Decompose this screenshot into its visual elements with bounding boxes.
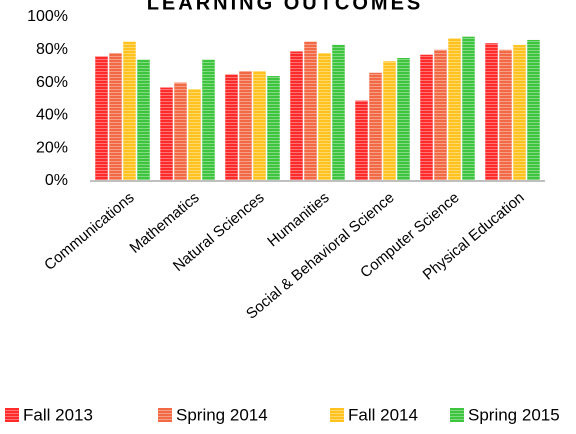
y-tick-label: 0% — [45, 172, 68, 189]
bar — [434, 49, 447, 181]
bar — [267, 76, 280, 181]
legend-label: Spring 2015 — [468, 405, 560, 424]
bar — [513, 44, 526, 181]
legend-label: Spring 2014 — [176, 405, 268, 424]
bar — [318, 53, 331, 181]
bar — [174, 82, 187, 181]
legend-label: Fall 2013 — [23, 405, 93, 424]
bar — [109, 53, 122, 181]
bar — [95, 56, 108, 181]
legend-label: Fall 2014 — [348, 405, 418, 424]
chart-title: LEARNING OUTCOMES — [147, 0, 424, 14]
bar — [137, 59, 150, 181]
bar — [462, 36, 475, 182]
bar — [188, 89, 201, 181]
bar — [160, 87, 173, 181]
y-tick-label: 100% — [27, 8, 68, 25]
legend-swatch — [5, 408, 19, 422]
legend-swatch — [330, 408, 344, 422]
bar — [383, 61, 396, 181]
bar — [448, 38, 461, 181]
y-tick-label: 40% — [36, 107, 68, 124]
bar — [202, 59, 215, 181]
y-tick-label: 60% — [36, 74, 68, 91]
bar — [290, 51, 303, 181]
bar — [527, 39, 540, 182]
bar — [332, 44, 345, 181]
bar — [355, 100, 368, 181]
bar — [239, 71, 252, 181]
bar — [420, 54, 433, 181]
y-tick-label: 80% — [36, 41, 68, 58]
bar — [369, 72, 382, 181]
legend-swatch — [450, 408, 464, 422]
x-tick-label: Humanities — [264, 189, 332, 250]
y-tick-label: 20% — [36, 139, 68, 156]
bar — [225, 74, 238, 181]
bar — [485, 43, 498, 181]
bar — [253, 71, 266, 181]
x-tick-label: Communications — [41, 189, 138, 274]
bar — [397, 58, 410, 181]
legend-swatch — [158, 408, 172, 422]
bar — [499, 49, 512, 181]
bar — [123, 41, 136, 181]
bar — [304, 41, 317, 181]
